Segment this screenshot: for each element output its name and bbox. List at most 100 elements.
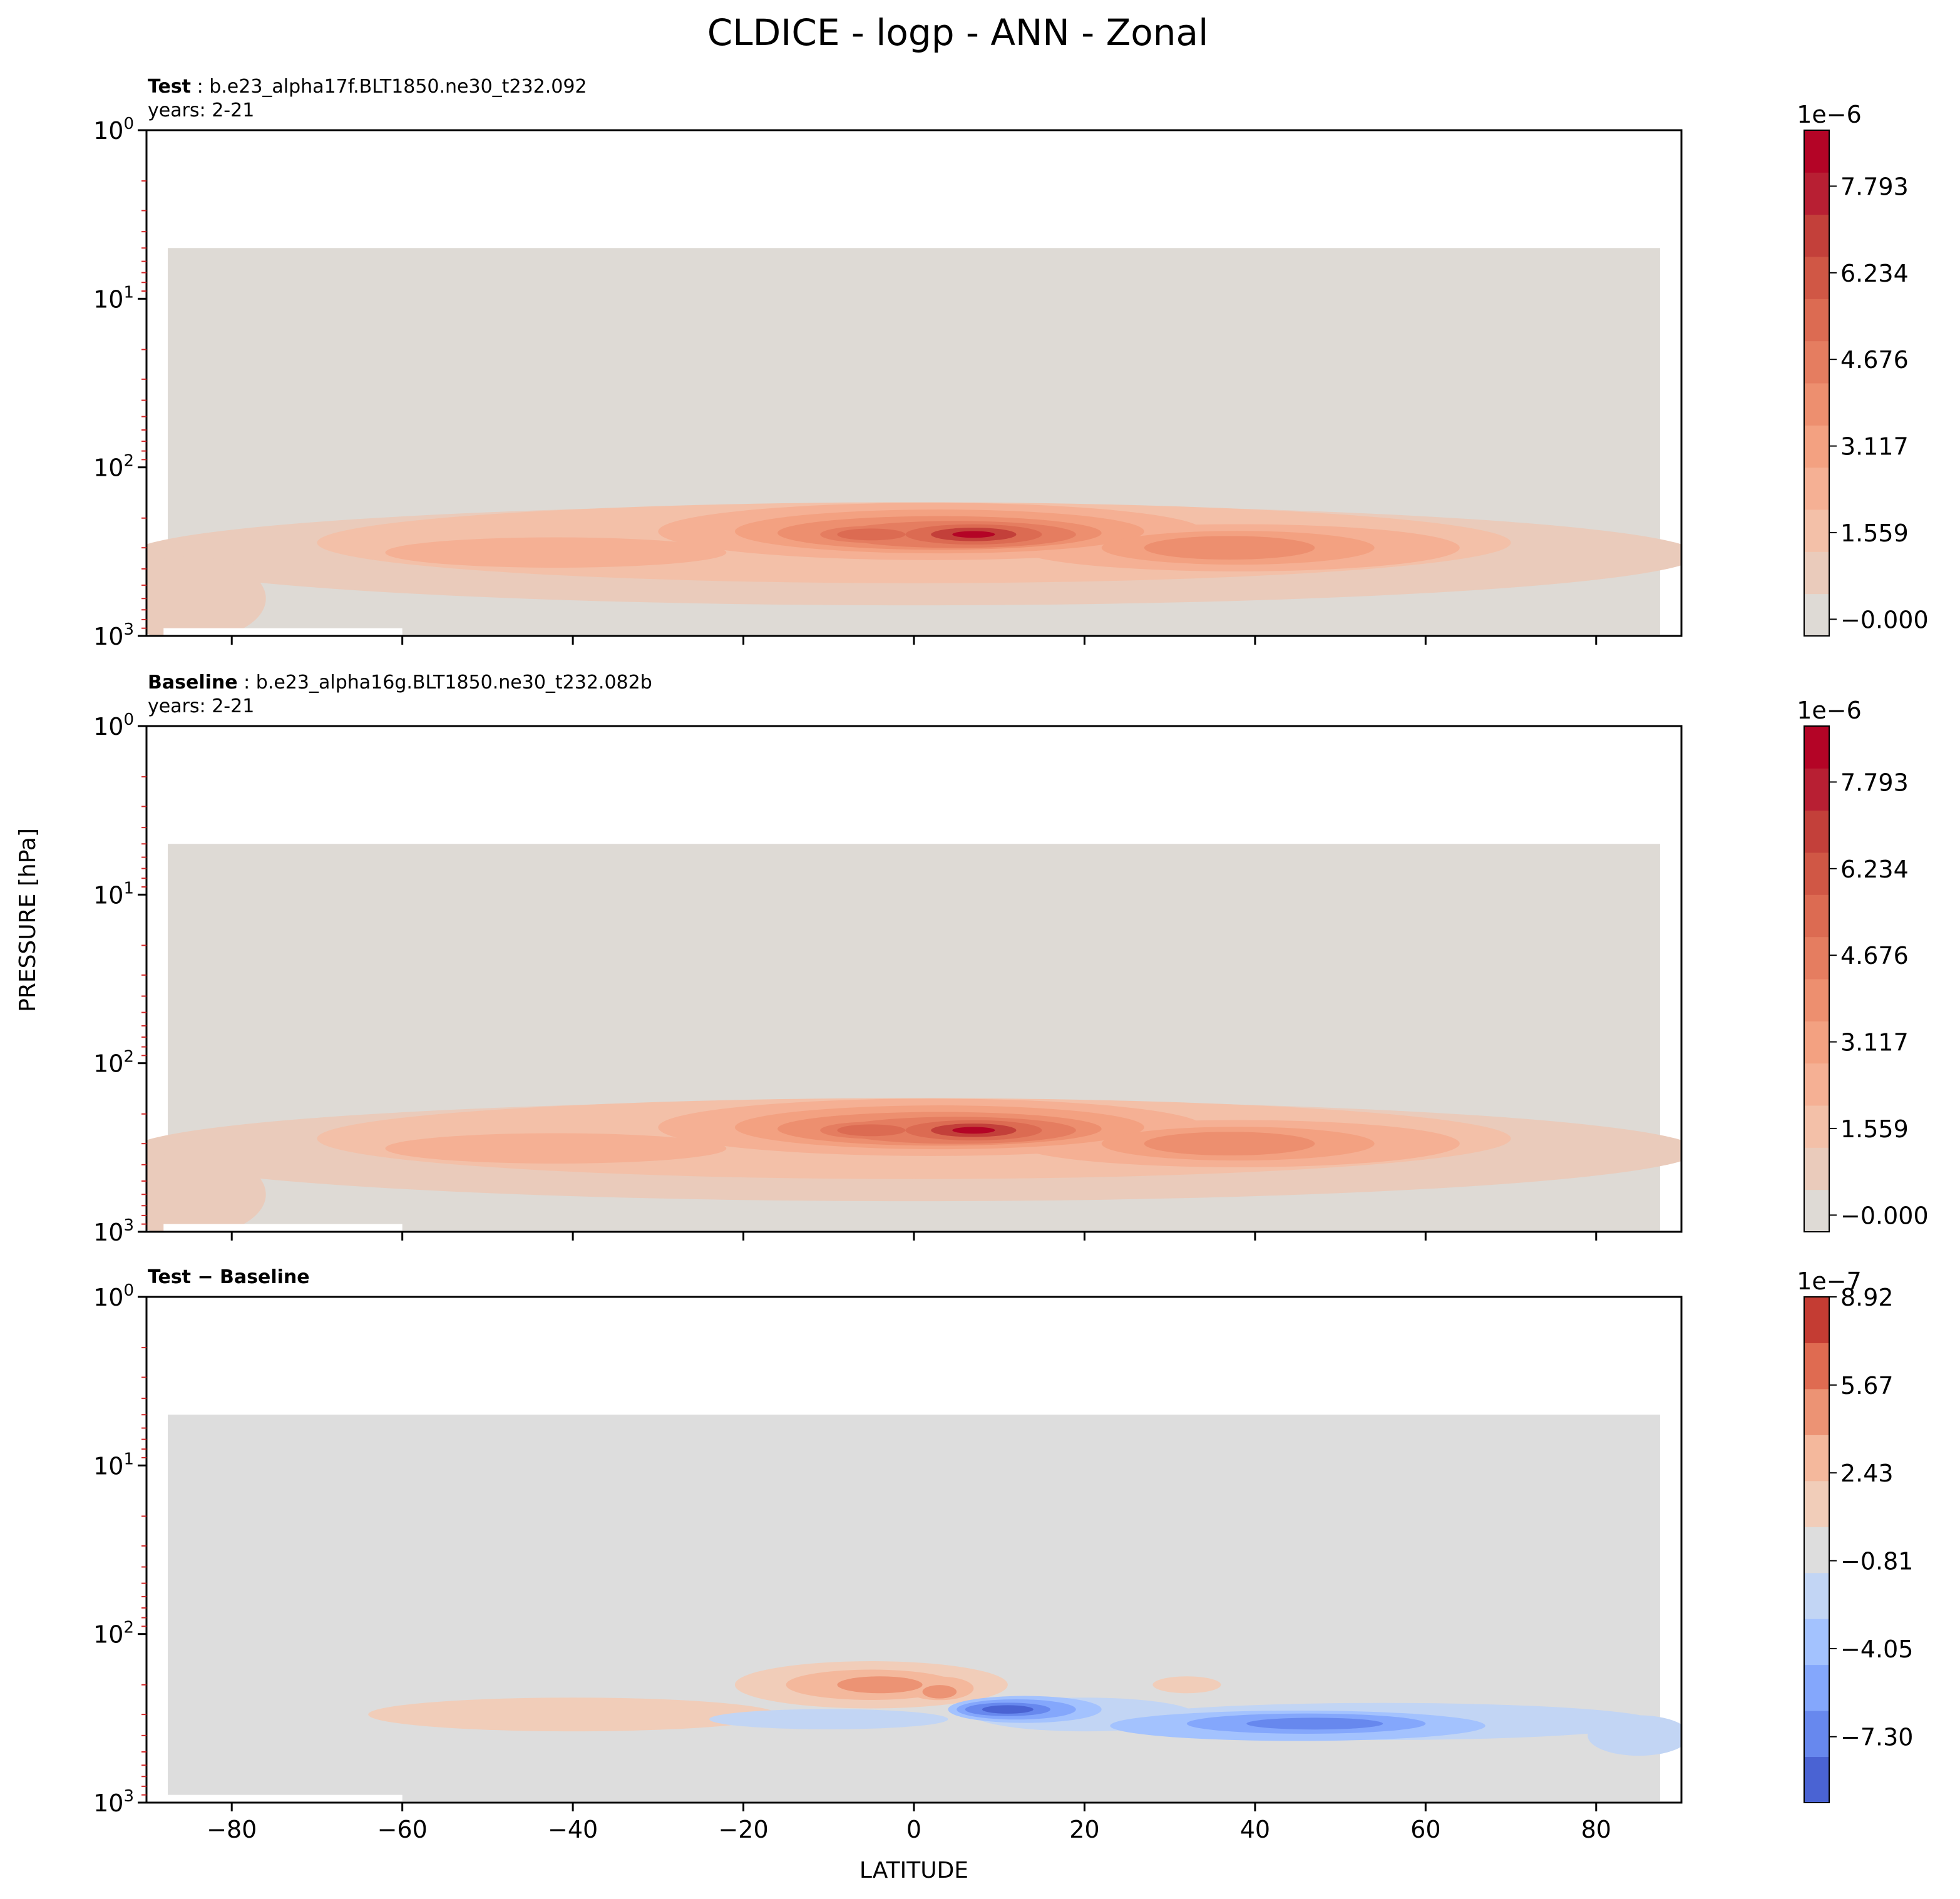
y-tick-label: 100 — [93, 710, 134, 740]
colorbar-segment — [1804, 936, 1829, 980]
contour-level-4 — [1588, 1715, 1681, 1756]
colorbar-segment — [1804, 1480, 1829, 1527]
x-tick-label: −80 — [207, 1816, 257, 1843]
colorbar-segment — [1804, 1147, 1829, 1190]
colorbar-segment — [1804, 1063, 1829, 1106]
colorbar-segment — [1804, 425, 1829, 468]
colorbar-segment — [1804, 340, 1829, 384]
contour-level-3 — [385, 1133, 727, 1164]
panel-test: 100 101 102 103 Test : b.e23_alpha17f.BLT185… — [93, 76, 1929, 650]
y-tick-label: 102 — [93, 452, 134, 482]
colorbar-tick-label: 5.67 — [1840, 1372, 1894, 1400]
colorbar-segment — [1804, 257, 1829, 299]
colorbar-segment — [1804, 130, 1829, 173]
colorbar-tick-label: 2.43 — [1840, 1460, 1894, 1487]
y-tick-label: 102 — [93, 1619, 134, 1649]
contour-level-6 — [368, 1697, 778, 1732]
colorbar-segment — [1804, 299, 1829, 342]
colorbar-segment — [1804, 509, 1829, 552]
contour-level-11 — [952, 531, 995, 538]
x-tick-label: −40 — [548, 1816, 598, 1843]
x-tick-label: 20 — [1069, 1816, 1099, 1843]
colorbar-segment — [1804, 1711, 1829, 1758]
panel-years: years: 2-21 — [148, 100, 254, 121]
x-axis-label: LATITUDE — [859, 1858, 968, 1883]
colorbar-segment — [1804, 1297, 1829, 1343]
colorbar-segment — [1804, 551, 1829, 595]
colorbar-segment — [1804, 214, 1829, 257]
x-tick-label: 0 — [906, 1816, 921, 1843]
colorbar-multiplier: 1e−6 — [1797, 697, 1862, 724]
contour-level-5 — [1144, 536, 1315, 560]
colorbar-segment — [1804, 1343, 1829, 1390]
colorbar-tick-label: 6.234 — [1840, 260, 1909, 287]
colorbar-segment — [1804, 1435, 1829, 1482]
x-tick-label: −60 — [377, 1816, 428, 1843]
colorbar-segment — [1804, 768, 1829, 811]
contour-level-1 — [146, 556, 266, 636]
colorbar-frame — [1804, 725, 1830, 1232]
colorbar-frame — [1804, 1296, 1830, 1803]
colorbar-segment — [1804, 1756, 1829, 1803]
colorbar-multiplier: 1e−6 — [1797, 101, 1862, 128]
x-tick-label: 40 — [1240, 1816, 1270, 1843]
plot-area — [146, 1297, 1681, 1803]
colorbar: 1e−6 −0.000 1.559 3.117 4.676 6.234 7.793 — [1797, 101, 1929, 637]
colorbar-tick-label: 7.793 — [1840, 769, 1909, 796]
y-tick-label: 103 — [93, 620, 134, 650]
contour-level-8 — [922, 1685, 957, 1699]
colorbar-tick-label: −0.000 — [1840, 606, 1929, 633]
y-tick-label: 100 — [93, 1281, 134, 1311]
colorbar-tick-label: 4.676 — [1840, 942, 1909, 970]
x-tick-label: 60 — [1410, 1816, 1440, 1843]
colorbar: 1e−78.92 5.67 2.43 −0.81 −4.05 −7.30 — [1797, 1267, 1913, 1803]
contour-level-7 — [837, 1124, 906, 1137]
y-tick-label: 103 — [93, 1216, 134, 1246]
x-tick-label: −20 — [718, 1816, 768, 1843]
colorbar-segment — [1804, 1388, 1829, 1435]
colorbar-tick-label: 8.92 — [1840, 1284, 1894, 1311]
colorbar-tick-label: 1.559 — [1840, 1115, 1909, 1143]
contour-level-3 — [385, 537, 727, 568]
colorbar-segment — [1804, 852, 1829, 895]
contour-level-0 — [982, 1705, 1034, 1714]
colorbar-segment — [1804, 979, 1829, 1021]
contour-field-background — [168, 1415, 1660, 1801]
colorbar-segment — [1804, 1572, 1829, 1619]
contour-level-4 — [709, 1709, 948, 1729]
contour-level-6 — [1152, 1676, 1221, 1694]
panel-label: Test − Baseline — [148, 1266, 310, 1288]
x-tick-label: 80 — [1581, 1816, 1611, 1843]
missing-data-region — [163, 1224, 403, 1232]
contour-level-7 — [837, 528, 906, 541]
colorbar-segment — [1804, 1619, 1829, 1666]
colorbar-tick-label: −7.30 — [1840, 1724, 1913, 1751]
figure-title: CLDICE - logp - ANN - Zonal — [707, 11, 1208, 54]
colorbar-frame — [1804, 130, 1830, 637]
contour-level-5 — [1144, 1132, 1315, 1156]
plot-area — [146, 726, 1681, 1232]
y-tick-label: 101 — [93, 1450, 134, 1480]
panel-baseline: 100 101 102 103 Baseline : b.e23_alpha16g.BL… — [93, 672, 1929, 1246]
panel-label: Baseline : b.e23_alpha16g.BLT1850.ne30_t… — [148, 672, 652, 694]
contour-level-11 — [952, 1127, 995, 1134]
panel-label: Test : b.e23_alpha17f.BLT1850.ne30_t232.… — [148, 76, 587, 98]
colorbar-tick-label: 3.117 — [1840, 433, 1909, 461]
colorbar-multiplier: 1e−7 — [1797, 1267, 1862, 1295]
colorbar-tick-label: −0.81 — [1840, 1548, 1913, 1575]
colorbar-segment — [1804, 1021, 1829, 1064]
colorbar-segment — [1804, 593, 1829, 637]
colorbar-tick-label: −0.000 — [1840, 1202, 1929, 1229]
colorbar-segment — [1804, 894, 1829, 938]
colorbar-segment — [1804, 383, 1829, 426]
y-tick-label: 103 — [93, 1787, 134, 1817]
y-tick-label: 102 — [93, 1048, 134, 1078]
colorbar-segment — [1804, 1527, 1829, 1574]
colorbar-segment — [1804, 172, 1829, 215]
colorbar-tick-label: 4.676 — [1840, 346, 1909, 374]
contour-level-1 — [146, 1152, 266, 1232]
contour-level-1 — [1246, 1717, 1383, 1730]
colorbar: 1e−6 −0.000 1.559 3.117 4.676 6.234 7.793 — [1797, 697, 1929, 1232]
colorbar-tick-label: 1.559 — [1840, 520, 1909, 547]
